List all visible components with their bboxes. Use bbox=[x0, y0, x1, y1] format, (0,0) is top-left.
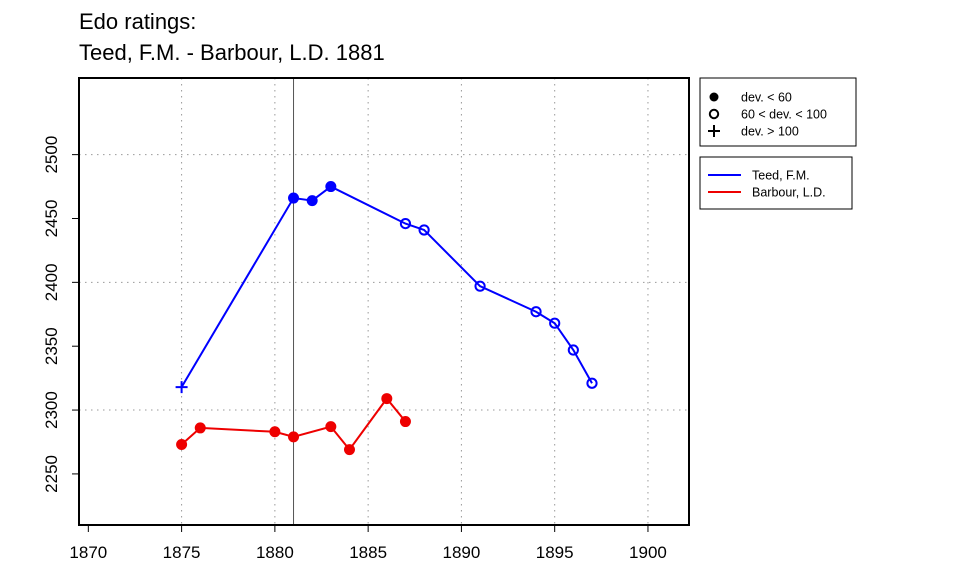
x-tick-label: 1885 bbox=[349, 543, 387, 562]
legend-marker-open bbox=[708, 108, 720, 120]
chart-title-line1: Edo ratings: bbox=[79, 9, 197, 34]
series-line-1 bbox=[180, 396, 407, 452]
x-tick-label: 1890 bbox=[443, 543, 481, 562]
legend-label: 60 < dev. < 100 bbox=[741, 108, 827, 122]
data-point-filled bbox=[381, 393, 393, 405]
data-point-filled bbox=[325, 181, 337, 193]
y-tick-label: 2500 bbox=[42, 136, 61, 174]
legend-series-label: Barbour, L.D. bbox=[752, 186, 826, 200]
y-tick-label: 2300 bbox=[42, 391, 61, 429]
data-point-filled bbox=[194, 422, 206, 434]
data-point-open bbox=[399, 217, 412, 230]
legends: dev. < 60 60 < dev. < 100 dev. > 100 Teed, … bbox=[699, 77, 857, 210]
data-point-filled bbox=[269, 426, 281, 438]
x-tick-label: 1900 bbox=[629, 543, 667, 562]
data-point-open bbox=[418, 224, 430, 236]
legend-series-label: Teed, F.M. bbox=[752, 169, 810, 183]
x-tick-label: 1870 bbox=[69, 543, 107, 562]
data-point-filled bbox=[288, 192, 300, 204]
series-line-0 bbox=[180, 185, 593, 388]
y-tick-label: 2450 bbox=[42, 200, 61, 238]
marker-legend-box bbox=[699, 77, 857, 147]
legend-label: dev. > 100 bbox=[741, 125, 799, 139]
series-legend-box bbox=[699, 156, 853, 210]
data-point-filled bbox=[306, 195, 318, 207]
plot-frame bbox=[78, 77, 690, 526]
axes: 1870 1875 1880 1885 1890 1895 1900 2250 2300 2350… bbox=[42, 77, 690, 562]
x-tick-label: 1880 bbox=[256, 543, 294, 562]
y-tick-label: 2400 bbox=[42, 263, 61, 301]
data-point-filled bbox=[343, 444, 355, 456]
legend-label: dev. < 60 bbox=[741, 91, 792, 105]
data-point-filled bbox=[325, 421, 337, 433]
y-tick-label: 2250 bbox=[42, 455, 61, 493]
series-layer bbox=[175, 181, 598, 456]
x-tick-label: 1895 bbox=[536, 543, 574, 562]
data-point-open bbox=[549, 317, 561, 329]
data-point-plus bbox=[175, 381, 188, 394]
data-point-open bbox=[586, 377, 598, 389]
y-tick-label: 2350 bbox=[42, 327, 61, 365]
chart-title-line2: Teed, F.M. - Barbour, L.D. 1881 bbox=[79, 40, 385, 65]
data-point-open bbox=[567, 344, 579, 356]
grid-lines bbox=[79, 78, 689, 525]
x-tick-label: 1875 bbox=[163, 543, 201, 562]
legend-marker-filled bbox=[709, 92, 719, 102]
data-point-filled bbox=[399, 416, 411, 428]
legend-marker-plus bbox=[708, 125, 720, 137]
data-point-open bbox=[474, 280, 486, 292]
data-point-filled bbox=[288, 431, 300, 443]
data-point-filled bbox=[176, 439, 188, 451]
data-point-open bbox=[530, 306, 542, 318]
